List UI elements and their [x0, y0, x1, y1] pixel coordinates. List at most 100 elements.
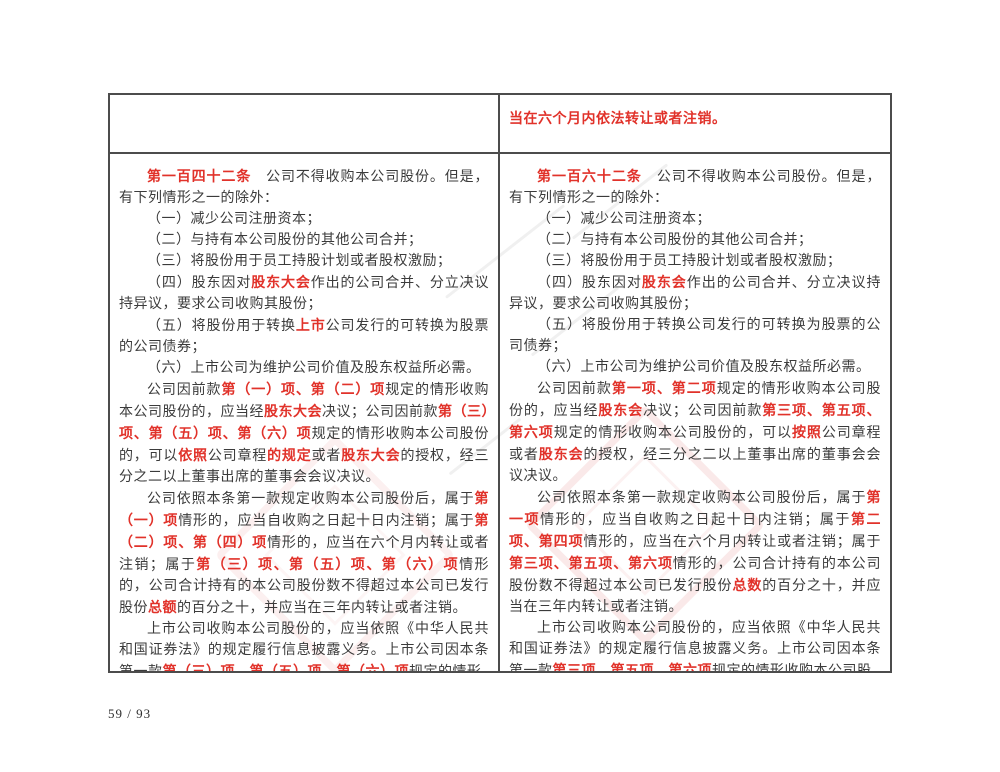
- revision-highlight-text: 第（三）项、第（五）项、第（六）项: [196, 556, 460, 572]
- body-text: 或者: [311, 449, 342, 464]
- body-text: 公司依照本条第一款规定收购本公司股份后，属于: [147, 492, 475, 507]
- revision-highlight-text: 第（一）项、第（二）项: [221, 381, 386, 397]
- paragraph: （五）将股份用于转换上市公司发行的可转换为股票的公司债券；: [119, 315, 489, 358]
- revision-highlight-text: 的规定: [267, 447, 312, 463]
- cell-new-law-carryover: 当在六个月内依法转让或者注销。: [500, 95, 890, 152]
- paragraph: （六）上市公司为维护公司价值及股东权益所必需。: [119, 358, 489, 379]
- paragraph: （三）将股份用于员工持股计划或者股权激励；: [509, 251, 881, 272]
- revision-highlight-text: 总额: [148, 599, 177, 615]
- revision-highlight-text: 股东会: [538, 446, 584, 462]
- paragraph: 第一百四十二条 公司不得收购本公司股份。但是，有下列情形之一的除外：: [119, 166, 489, 209]
- revision-highlight-text: 第三项、第五项、第六项: [509, 402, 882, 440]
- paragraph: （一）减少公司注册资本；: [509, 209, 881, 230]
- revision-highlight-text: 第一百六十二条: [537, 168, 642, 184]
- revision-highlight-text: 第（三）项、第（五）项、第（六）项: [162, 663, 409, 671]
- body-text: 规定的情形收购本公司股: [712, 664, 872, 671]
- paragraph: （二）与持有本公司股份的其他公司合并；: [119, 230, 489, 251]
- body-text: 规定的情形收购本公司股份的，可以: [553, 426, 793, 441]
- body-text: 公司发行的可转换为股票的公司债券；: [119, 319, 490, 355]
- revision-highlight-text: 当在六个月内依法转让或者注销。: [509, 110, 727, 126]
- revision-highlight-text: 第三项、第五项、第六项: [552, 662, 712, 671]
- body-text: （二）与持有本公司股份的其他公司合并；: [147, 233, 423, 248]
- paragraph: （五）将股份用于转换公司发行的可转换为股票的公司债券；: [509, 315, 881, 357]
- paragraph: （二）与持有本公司股份的其他公司合并；: [509, 230, 881, 251]
- comparison-table: 当在六个月内依法转让或者注销。 第一百四十二条 公司不得收购本公司股份。但是，有…: [108, 93, 892, 673]
- revision-highlight-text: 依照: [178, 447, 208, 463]
- body-text: 情形的，公司合计持有的本公司股份数不得超过本公司已发行股份: [119, 558, 490, 616]
- body-text: （一）减少公司注册资本；: [147, 212, 321, 227]
- body-text: 公司章程: [207, 449, 268, 464]
- body-text: 的授权，经三分之二以上董事出席的董事会会议决议。: [509, 448, 882, 484]
- paragraph: 公司依照本条第一款规定收购本公司股份后，属于第（一）项情形的，应当自收购之日起十…: [119, 488, 489, 619]
- body-text: 公司因前款: [537, 382, 612, 397]
- revision-highlight-text: 第（一）项: [119, 490, 489, 528]
- body-text: 规定的情形收购本公司股份的，可以: [119, 427, 489, 464]
- revision-highlight-text: 第（二）项、第（四）项: [119, 512, 489, 550]
- revision-highlight-text: 第一百四十二条: [147, 168, 252, 184]
- body-text: 情形的，应当在六个月内转让或者注销；属于: [119, 536, 489, 573]
- revision-highlight-text: 股东大会: [251, 274, 311, 290]
- body-text: 的百分之十，并应当在三年内转让或者注销。: [509, 579, 882, 615]
- revision-highlight-text: 股东会: [598, 402, 644, 418]
- body-text: 公司因前款: [147, 383, 222, 398]
- body-text: （一）减少公司注册资本；: [537, 212, 711, 227]
- body-text: 情形的，公司合计持有的本公司股份数不得超过本公司已发行股份: [509, 557, 882, 594]
- body-text: 的授权，经三分之二以上董事出席的董事会会议决议。: [119, 449, 489, 485]
- body-text: （五）将股份用于转换: [147, 319, 296, 334]
- paragraph: 当在六个月内依法转让或者注销。: [509, 108, 881, 130]
- revision-highlight-text: 第一项、第二项: [611, 380, 717, 396]
- body-text: 决议；公司因前款: [322, 405, 438, 420]
- paragraph: （三）将股份用于员工持股计划或者股权激励；: [119, 251, 489, 272]
- body-text: 作出的公司合并、分立决议持异议，要求公司收购其股份；: [509, 276, 882, 312]
- body-text: 规定的情形: [409, 665, 482, 671]
- cell-old-law-carryover: [110, 95, 500, 152]
- body-text: （二）与持有本公司股份的其他公司合并；: [537, 233, 813, 248]
- revision-highlight-text: 按照: [792, 424, 822, 440]
- revision-highlight-text: 股东大会: [341, 447, 401, 463]
- table-row-carryover: 当在六个月内依法转让或者注销。: [110, 95, 890, 154]
- body-text: 公司依照本条第一款规定收购本公司股份后，属于: [537, 491, 867, 506]
- paragraph: （四）股东因对股东会作出的公司合并、分立决议持异议，要求公司收购其股份；: [509, 272, 881, 315]
- revision-highlight-text: 第三项、第五项、第六项: [509, 555, 673, 571]
- revision-highlight-text: 股东会: [641, 274, 687, 290]
- revision-highlight-text: 上市: [295, 317, 326, 333]
- body-text: 规定的情形收购本公司股份的，应当经: [119, 383, 490, 420]
- body-text: 规定的情形收购本公司股份的，应当经: [509, 382, 882, 419]
- paragraph: 上市公司收购本公司股份的，应当依照《中华人民共和国证券法》的规定履行信息披露义务…: [119, 619, 489, 671]
- paragraph: 公司因前款第（一）项、第（二）项规定的情形收购本公司股份的，应当经股东大会决议；…: [119, 379, 489, 488]
- body-text: 情形的，应当在六个月内转让或者注销；属于: [583, 535, 882, 550]
- revision-highlight-text: 第二项、第四项: [509, 511, 882, 549]
- body-text: 情形的，应当自收购之日起十日内注销；属于: [178, 514, 475, 529]
- cell-old-law-article-142: 第一百四十二条 公司不得收购本公司股份。但是，有下列情形之一的除外： （一）减少公…: [110, 154, 500, 671]
- body-text: （四）股东因对: [537, 276, 642, 291]
- body-text: （三）将股份用于员工持股计划或者股权激励；: [537, 254, 842, 269]
- revision-highlight-text: 总数: [732, 577, 763, 593]
- paragraph: （六）上市公司为维护公司价值及股东权益所必需。: [509, 357, 881, 378]
- cell-new-law-article-162: 第一百六十二条 公司不得收购本公司股份。但是，有下列情形之一的除外： （一）减少公…: [500, 154, 890, 671]
- paragraph: 公司因前款第一项、第二项规定的情形收购本公司股份的，应当经股东会决议；公司因前款…: [509, 378, 881, 487]
- body-text: （三）将股份用于员工持股计划或者股权激励；: [147, 254, 452, 269]
- body-text: 情形的，应当自收购之日起十日内注销；属于: [540, 513, 851, 528]
- paragraph: （一）减少公司注册资本；: [119, 209, 489, 230]
- revision-highlight-text: 股东大会: [264, 403, 322, 419]
- body-text: 作出的公司合并、分立决议持异议，要求公司收购其股份；: [119, 276, 490, 312]
- body-text: 上市公司收购本公司股份的，应当依照《中华人民共和国证券法》的规定履行信息披露义务…: [509, 621, 881, 671]
- body-text: 的百分之十，并应当在三年内转让或者注销。: [177, 601, 467, 616]
- revision-highlight-text: 第（三）项、第（五）项、第（六）项: [119, 403, 489, 441]
- body-text: （六）上市公司为维护公司价值及股东权益所必需。: [147, 361, 481, 376]
- body-text: 公司章程或者: [509, 426, 882, 463]
- revision-highlight-text: 第一项: [509, 489, 881, 527]
- body-text: 公司不得收购本公司股份。但是，有下列情形之一的除外：: [119, 170, 490, 206]
- page-number: 59 / 93: [108, 706, 152, 721]
- table-row-article: 第一百四十二条 公司不得收购本公司股份。但是，有下列情形之一的除外： （一）减少公…: [110, 154, 890, 671]
- paragraph: （四）股东因对股东大会作出的公司合并、分立决议持异议，要求公司收购其股份；: [119, 272, 489, 315]
- paragraph: 公司依照本条第一款规定收购本公司股份后，属于第一项情形的，应当自收购之日起十日内…: [509, 487, 881, 618]
- paragraph: 第一百六十二条 公司不得收购本公司股份。但是，有下列情形之一的除外：: [509, 166, 881, 209]
- body-text: 上市公司收购本公司股份的，应当依照《中华人民共和国证券法》的规定履行信息披露义务…: [119, 622, 489, 671]
- paragraph: 上市公司收购本公司股份的，应当依照《中华人民共和国证券法》的规定履行信息披露义务…: [509, 618, 881, 671]
- body-text: （六）上市公司为维护公司价值及股东权益所必需。: [537, 360, 871, 375]
- body-text: 决议；公司因前款: [643, 404, 763, 419]
- body-text: 公司不得收购本公司股份。但是，有下列情形之一的除外：: [509, 170, 882, 206]
- body-text: （四）股东因对: [147, 276, 252, 291]
